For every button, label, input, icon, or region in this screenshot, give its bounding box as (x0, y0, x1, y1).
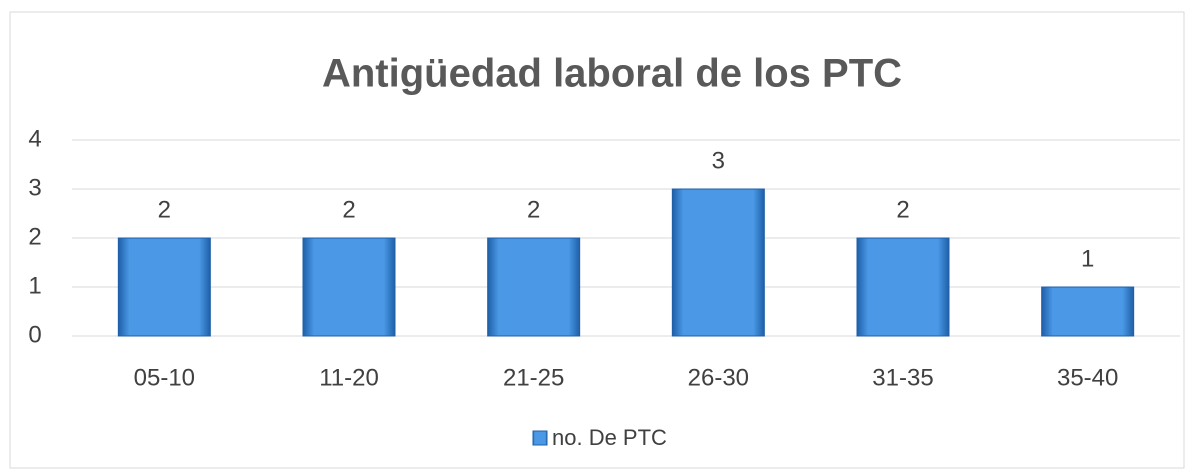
x-tick-label: 31-35 (872, 364, 933, 391)
bar (671, 188, 765, 337)
bar (302, 237, 396, 337)
data-label: 2 (896, 196, 909, 223)
legend-label: no. De PTC (552, 425, 667, 450)
data-label: 2 (158, 196, 171, 223)
x-tick-label: 21-25 (503, 364, 564, 391)
y-tick-label: 3 (28, 174, 41, 201)
y-tick-label: 4 (28, 125, 41, 152)
data-label: 2 (527, 196, 540, 223)
bar (487, 237, 581, 337)
x-tick-label: 05-10 (134, 364, 195, 391)
x-tick-label: 26-30 (688, 364, 749, 391)
data-label: 2 (342, 196, 355, 223)
x-tick-label: 35-40 (1057, 364, 1118, 391)
bar (1041, 286, 1135, 337)
data-label: 3 (712, 147, 725, 174)
data-label: 1 (1081, 245, 1094, 272)
bar (856, 237, 950, 337)
bar (117, 237, 211, 337)
legend-swatch (532, 430, 548, 446)
chart-title: Antigüedad laboral de los PTC (322, 52, 902, 96)
x-tick-label: 11-20 (319, 364, 379, 391)
y-tick-label: 1 (28, 272, 41, 299)
y-tick-label: 2 (28, 223, 41, 250)
y-tick-label: 0 (28, 321, 41, 348)
